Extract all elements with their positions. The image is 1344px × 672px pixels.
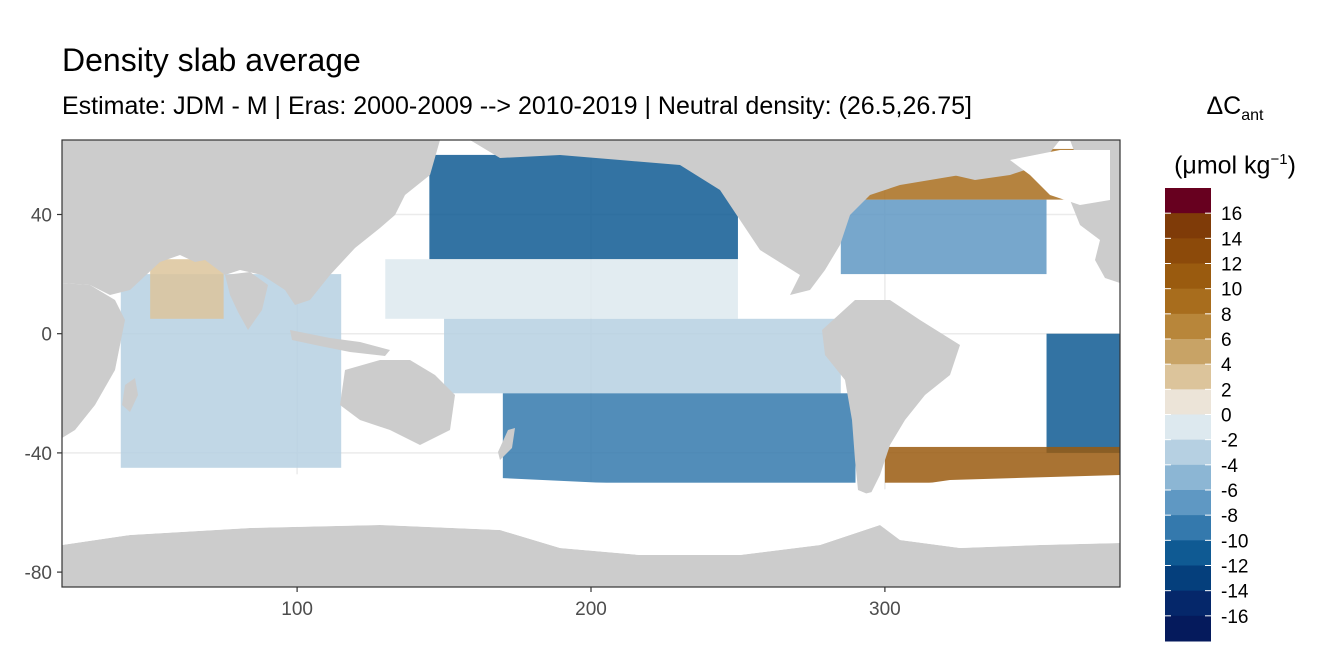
legend-label: 8	[1221, 305, 1232, 326]
legend-title: ΔCant (μmol kg−1)	[1150, 84, 1320, 187]
y-tick-label: -40	[25, 444, 52, 465]
legend-swatch	[1165, 490, 1211, 516]
legend-label: 2	[1221, 380, 1232, 401]
legend-swatch	[1165, 238, 1211, 264]
legend-label: 10	[1221, 280, 1242, 301]
y-tick-label: -80	[25, 563, 52, 584]
legend-swatch	[1165, 565, 1211, 592]
legend-colorbar: 16 14 12 10 8 6 4 2 0 -2 -4 -6 -8 -10 -12 -14 -16	[1165, 188, 1249, 642]
legend-label: -2	[1221, 431, 1238, 452]
land-asia	[62, 140, 440, 305]
legend-label: -8	[1221, 506, 1238, 527]
plot-panel	[62, 140, 1120, 587]
land-australia	[340, 360, 455, 445]
land-antarctica	[62, 525, 1120, 587]
legend-swatch	[1165, 439, 1211, 466]
x-tick-label: 200	[575, 599, 607, 620]
legend-label: 16	[1221, 204, 1242, 225]
legend-swatch	[1165, 263, 1211, 290]
region-south-atlantic-east	[1046, 333, 1120, 453]
no-data-southern-ocean	[62, 470, 1120, 555]
legend-label: -6	[1221, 481, 1238, 502]
region-equatorial-pacific	[444, 318, 841, 394]
legend-unit-suffix: )	[1287, 151, 1296, 180]
region-south-pacific-negative	[502, 393, 856, 483]
no-data-mask	[62, 150, 1120, 555]
legend-unit-prefix: (μmol kg	[1174, 151, 1271, 180]
legend-label: 12	[1221, 255, 1242, 276]
legend-label: -4	[1221, 456, 1238, 477]
land-north-america	[470, 140, 1040, 295]
legend-swatch	[1165, 615, 1211, 642]
legend-swatch	[1165, 414, 1211, 441]
chart-title: Density slab average	[62, 42, 361, 78]
land-greenland	[900, 140, 1060, 180]
land-mask	[62, 140, 1120, 587]
legend-unit-sup: −1	[1270, 151, 1288, 168]
legend-title-sub: ant	[1241, 107, 1264, 124]
y-tick-label: 40	[31, 206, 52, 227]
x-tick-label: 100	[281, 599, 313, 620]
region-north-pacific-negative	[429, 154, 738, 260]
legend-label: -12	[1221, 557, 1248, 578]
legend-swatch	[1165, 213, 1211, 239]
legend-swatch	[1165, 389, 1211, 415]
y-tick-label: 0	[41, 325, 52, 346]
legend-label: 4	[1221, 355, 1232, 376]
legend-swatch	[1165, 339, 1211, 365]
x-tick-label: 300	[869, 599, 901, 620]
no-data-arctic-atlantic	[1010, 150, 1110, 205]
legend-swatch	[1165, 590, 1211, 617]
land-africa	[62, 283, 125, 438]
region-north-atlantic-subtropical	[840, 199, 1047, 275]
land-new-zealand	[498, 428, 515, 460]
legend-label: -16	[1221, 607, 1248, 628]
land-madagascar	[122, 378, 138, 412]
legend-label: -14	[1221, 582, 1249, 603]
region-arabian-sea	[150, 259, 224, 319]
chart-subtitle: Estimate: JDM - M | Eras: 2000-2009 --> …	[62, 92, 972, 120]
legend-label: -10	[1221, 531, 1248, 552]
legend-swatch	[1165, 364, 1211, 390]
land-south-america	[822, 300, 960, 495]
legend-label: 0	[1221, 406, 1232, 427]
legend-swatch	[1165, 313, 1211, 340]
land-india	[225, 272, 268, 330]
land-indonesia	[290, 330, 390, 356]
legend-label: 14	[1221, 229, 1243, 250]
region-north-pacific-band	[385, 259, 738, 319]
legend-swatch	[1165, 288, 1211, 315]
legend-label: 6	[1221, 330, 1232, 351]
legend-swatch	[1165, 188, 1211, 214]
legend-title-main: ΔC	[1206, 92, 1242, 120]
legend-swatch	[1165, 464, 1211, 491]
legend-swatch	[1165, 540, 1211, 566]
legend-swatch	[1165, 515, 1211, 541]
